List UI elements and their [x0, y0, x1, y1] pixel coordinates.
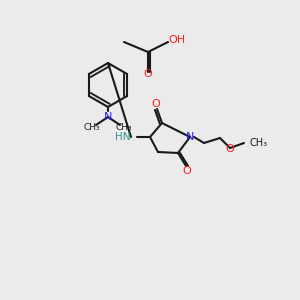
Text: CH₃: CH₃	[116, 124, 132, 133]
Text: O: O	[144, 69, 152, 79]
Text: O: O	[183, 166, 191, 176]
Text: CH₃: CH₃	[250, 138, 268, 148]
Text: HN: HN	[116, 132, 131, 142]
Text: N: N	[104, 112, 112, 122]
Text: CH₃: CH₃	[84, 124, 100, 133]
Text: OH: OH	[168, 35, 185, 45]
Text: N: N	[186, 132, 194, 142]
Text: O: O	[226, 144, 234, 154]
Text: O: O	[152, 99, 160, 109]
